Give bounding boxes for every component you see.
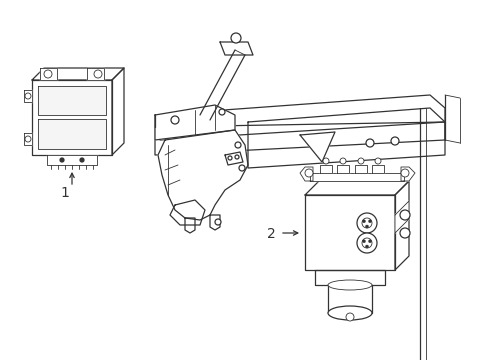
Polygon shape — [155, 105, 235, 140]
Circle shape — [323, 158, 328, 164]
Polygon shape — [87, 68, 104, 80]
Circle shape — [368, 220, 371, 223]
Circle shape — [399, 228, 409, 238]
Polygon shape — [299, 132, 334, 162]
Circle shape — [356, 213, 376, 233]
Polygon shape — [38, 119, 106, 149]
Polygon shape — [327, 285, 371, 313]
Circle shape — [230, 33, 241, 43]
Polygon shape — [155, 122, 444, 155]
Circle shape — [374, 158, 380, 164]
Polygon shape — [112, 68, 124, 155]
Circle shape — [44, 70, 52, 78]
Polygon shape — [247, 108, 444, 168]
Polygon shape — [184, 218, 195, 233]
Circle shape — [346, 313, 353, 321]
Polygon shape — [309, 173, 403, 181]
Polygon shape — [24, 90, 32, 102]
Polygon shape — [394, 181, 408, 270]
Circle shape — [362, 240, 365, 243]
Circle shape — [400, 169, 408, 177]
Circle shape — [235, 155, 239, 159]
Circle shape — [365, 225, 368, 228]
Circle shape — [361, 218, 371, 228]
Circle shape — [25, 93, 31, 99]
Polygon shape — [170, 200, 204, 225]
Polygon shape — [319, 165, 331, 173]
Polygon shape — [24, 133, 32, 145]
Circle shape — [227, 156, 231, 160]
Circle shape — [239, 165, 244, 171]
Circle shape — [365, 139, 373, 147]
Text: 2: 2 — [266, 227, 275, 241]
Polygon shape — [209, 215, 220, 230]
Polygon shape — [38, 86, 106, 115]
Circle shape — [60, 158, 64, 162]
Polygon shape — [47, 155, 97, 165]
Polygon shape — [354, 165, 366, 173]
Circle shape — [219, 109, 224, 115]
Ellipse shape — [327, 306, 371, 320]
Circle shape — [362, 220, 365, 223]
Circle shape — [361, 238, 371, 248]
Text: 1: 1 — [60, 186, 69, 200]
Circle shape — [390, 137, 398, 145]
Polygon shape — [371, 165, 383, 173]
Circle shape — [25, 136, 31, 142]
Polygon shape — [394, 201, 408, 233]
Circle shape — [305, 169, 312, 177]
Polygon shape — [158, 130, 247, 220]
Polygon shape — [305, 181, 408, 195]
Circle shape — [171, 116, 179, 124]
Circle shape — [357, 158, 363, 164]
Polygon shape — [40, 68, 57, 80]
Circle shape — [399, 210, 409, 220]
Polygon shape — [400, 167, 414, 181]
Circle shape — [365, 245, 368, 248]
Circle shape — [235, 142, 241, 148]
Polygon shape — [32, 68, 124, 80]
Circle shape — [215, 219, 221, 225]
Polygon shape — [299, 167, 312, 181]
Circle shape — [80, 158, 84, 162]
Circle shape — [368, 240, 371, 243]
Polygon shape — [305, 195, 394, 270]
Circle shape — [339, 158, 346, 164]
Polygon shape — [155, 95, 444, 140]
Circle shape — [94, 70, 102, 78]
Polygon shape — [224, 152, 243, 165]
Polygon shape — [32, 80, 112, 155]
Ellipse shape — [327, 280, 371, 290]
Circle shape — [356, 233, 376, 253]
Polygon shape — [314, 270, 384, 285]
Polygon shape — [220, 42, 252, 55]
Polygon shape — [336, 165, 348, 173]
